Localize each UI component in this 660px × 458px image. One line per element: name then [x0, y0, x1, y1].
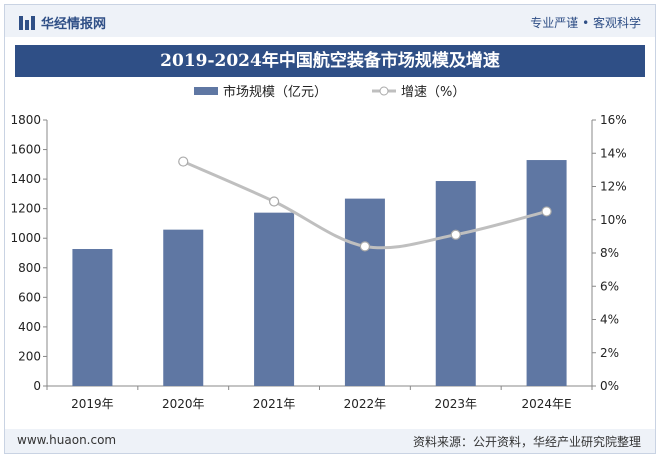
legend-bar-label: 市场规模（亿元）	[223, 84, 327, 100]
x-tick-label: 2020年	[162, 397, 205, 411]
slogan: 专业严谨 • 客观科学	[530, 16, 641, 30]
source-note: 资料来源：公开资料，华经产业研究院整理	[412, 435, 641, 449]
y-tick-label: 200	[18, 349, 41, 363]
y-tick-label: 1200	[10, 202, 41, 216]
x-tick-label: 2022年	[344, 397, 387, 411]
legend-line-label: 增速（%）	[401, 85, 465, 100]
x-tick-label: 2019年	[71, 397, 114, 411]
logo-icon	[19, 15, 35, 30]
y2-tick-label: 4%	[600, 313, 619, 327]
y2-tick-label: 0%	[600, 379, 619, 393]
site-url[interactable]: www.huaon.com	[17, 433, 117, 447]
growth-point	[178, 156, 189, 167]
growth-point	[541, 206, 552, 217]
logo-text: 华经情报网	[41, 17, 107, 32]
y2-tick-label: 2%	[600, 346, 619, 360]
growth-point	[450, 229, 461, 240]
bar	[254, 212, 295, 386]
legend-line-marker	[379, 86, 389, 96]
x-tick-label: 2023年	[434, 397, 477, 411]
y2-tick-label: 12%	[600, 180, 627, 194]
y2-tick-label: 10%	[600, 213, 627, 227]
y-tick-label: 400	[18, 320, 41, 334]
bar	[72, 249, 113, 386]
y-tick-label: 0	[33, 379, 41, 393]
y2-tick-label: 16%	[600, 113, 627, 127]
bar	[526, 160, 567, 386]
growth-point	[268, 196, 280, 207]
y2-tick-label: 8%	[600, 246, 619, 260]
y-tick-label: 1400	[10, 172, 41, 186]
legend-bar-swatch	[194, 87, 218, 95]
chart-title: 2019-2024年中国航空装备市场规模及增速	[15, 45, 645, 77]
y-tick-label: 1600	[10, 143, 41, 157]
logo: 华经情报网	[19, 13, 106, 32]
y2-tick-label: 14%	[600, 146, 627, 160]
y-tick-label: 800	[18, 261, 41, 275]
x-tick-label: 2021年	[253, 397, 296, 411]
top-bar: 华经情报网 专业严谨 • 客观科学	[5, 5, 655, 37]
y2-tick-label: 6%	[600, 279, 619, 293]
x-tick-label: 2024年E	[522, 397, 572, 411]
footer: www.huaon.com 资料来源：公开资料，华经产业研究院整理	[5, 429, 655, 453]
y-tick-label: 600	[18, 290, 41, 304]
growth-point	[359, 241, 371, 252]
bar	[163, 229, 204, 386]
y-tick-label: 1800	[10, 113, 41, 127]
bar	[435, 181, 476, 386]
bar	[344, 198, 385, 386]
y-tick-label: 1000	[10, 231, 41, 245]
